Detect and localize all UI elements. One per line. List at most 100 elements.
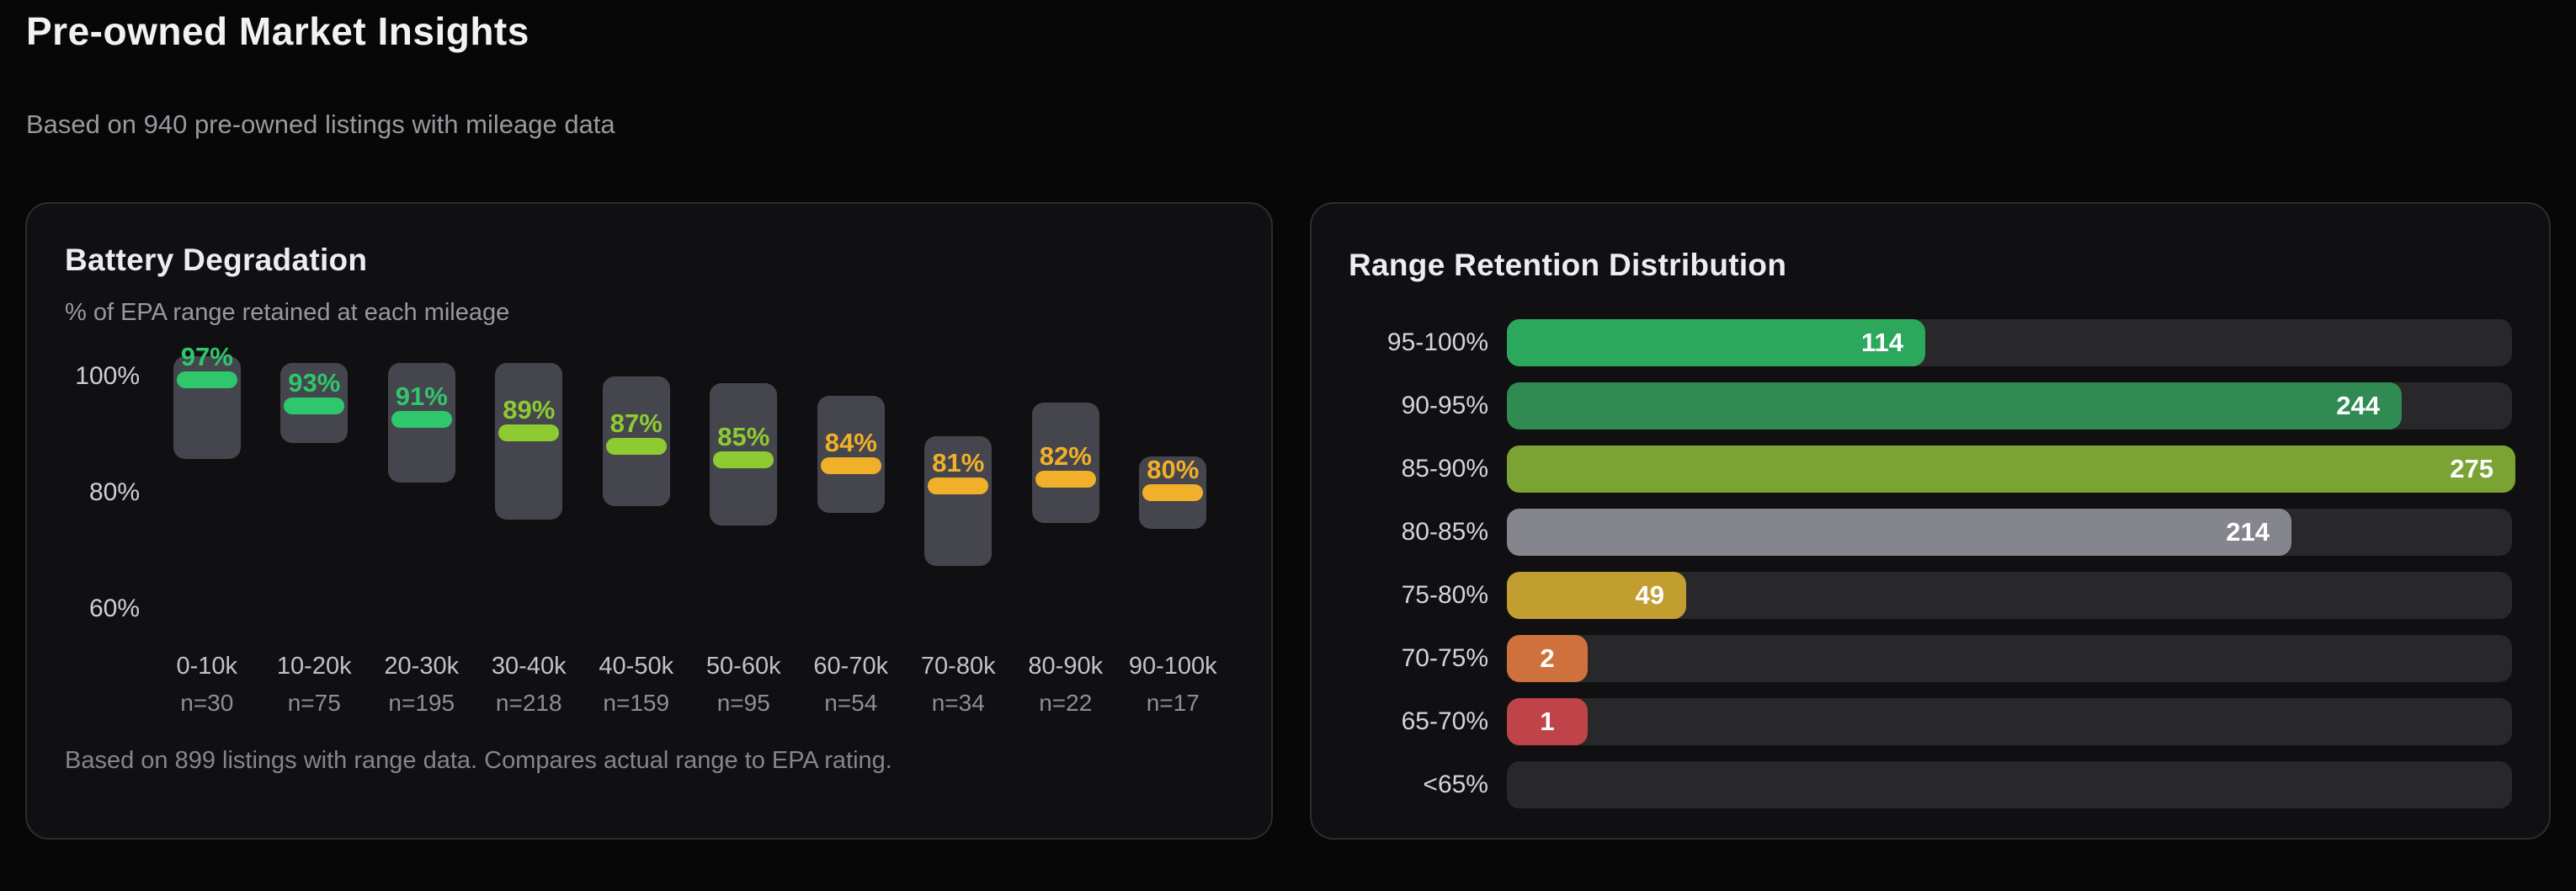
mileage-column: 81% <box>905 330 1013 650</box>
x-axis-label: 90-100k n=17 <box>1120 652 1227 718</box>
median-band[interactable] <box>820 457 881 475</box>
bucket-label: <65% <box>1423 771 1488 798</box>
mileage-column: 85% <box>690 330 798 650</box>
median-label: 89% <box>503 394 556 424</box>
median-label: 85% <box>717 421 770 451</box>
x-axis-label: 0-10k n=30 <box>153 652 261 718</box>
bucket-label: 70-75% <box>1401 644 1488 672</box>
range-retention-panel: Range Retention Distribution 95-100% 114 9… <box>1310 202 2551 840</box>
x-axis-label: 80-90k n=22 <box>1012 652 1120 718</box>
distribution-row: 90-95% 244 <box>1349 382 2512 429</box>
median-band[interactable] <box>713 451 774 468</box>
y-axis-tick: 60% <box>88 595 140 622</box>
x-axis-label: 30-40k n=218 <box>476 652 583 718</box>
distribution-bar[interactable]: 1 <box>1507 698 1588 745</box>
median-band[interactable] <box>176 371 237 388</box>
median-label: 81% <box>932 448 985 478</box>
mileage-column: 84% <box>797 330 905 650</box>
median-band[interactable] <box>605 437 667 455</box>
median-label: 84% <box>824 428 877 458</box>
bucket-label: 85-90% <box>1401 455 1488 483</box>
range-box[interactable] <box>924 435 993 566</box>
y-axis-tick: 80% <box>88 478 140 506</box>
x-axis-label: 40-50k n=159 <box>583 652 690 718</box>
mileage-bucket-label: 10-20k <box>276 653 352 680</box>
sample-size-label: n=195 <box>388 690 455 716</box>
bucket-label: 80-85% <box>1401 518 1488 546</box>
retention-rows: 95-100% 114 90-95% 244 85-90% 275 80-85% 214 75-… <box>1349 319 2515 824</box>
bar-track <box>1507 761 2512 808</box>
bar-value-label: 114 <box>1860 328 1903 357</box>
bucket-label: 75-80% <box>1401 581 1488 609</box>
page-title: Pre-owned Market Insights <box>26 9 530 53</box>
sample-size-label: n=159 <box>603 690 670 716</box>
mileage-column: 80% <box>1120 330 1227 650</box>
median-band[interactable] <box>1142 484 1204 501</box>
battery-panel-subtitle: % of EPA range retained at each mileage <box>65 299 510 326</box>
retention-panel-title: Range Retention Distribution <box>1349 248 1787 282</box>
median-label: 87% <box>609 408 663 438</box>
sample-size-label: n=17 <box>1146 690 1200 716</box>
mileage-bucket-label: 20-30k <box>384 653 460 680</box>
range-box[interactable] <box>817 396 885 513</box>
x-axis-label: 20-30k n=195 <box>368 652 476 718</box>
bar-value-label: 244 <box>2336 391 2380 420</box>
median-label: 97% <box>180 341 233 371</box>
median-label: 82% <box>1039 441 1092 472</box>
distribution-bar[interactable]: 49 <box>1507 572 1686 619</box>
bar-value-label: 214 <box>2226 517 2270 547</box>
bar-track: 275 <box>1507 446 2515 493</box>
median-band[interactable] <box>928 478 989 495</box>
battery-chart-plot-area: 97% 93% 91% 89% 87% 85% 84% 81% 82% 80% <box>153 330 1227 650</box>
distribution-bar[interactable]: 275 <box>1507 446 2515 493</box>
distribution-bar[interactable]: 2 <box>1507 635 1588 682</box>
bar-value-label: 1 <box>1540 707 1555 736</box>
y-axis-tick: 100% <box>75 362 140 390</box>
range-box[interactable] <box>1031 403 1099 523</box>
mileage-bucket-label: 70-80k <box>920 653 996 680</box>
median-label: 93% <box>288 368 341 398</box>
median-band[interactable] <box>284 397 345 415</box>
battery-degradation-panel: Battery Degradation % of EPA range retai… <box>25 202 1273 840</box>
bar-value-label: 2 <box>1540 643 1555 673</box>
battery-panel-title: Battery Degradation <box>65 243 368 277</box>
mileage-bucket-label: 90-100k <box>1128 653 1217 680</box>
x-axis-label: 10-20k n=75 <box>261 652 369 718</box>
distribution-row: 65-70% 1 <box>1349 698 2512 745</box>
bucket-label: 90-95% <box>1401 392 1488 419</box>
sample-size-label: n=54 <box>824 690 878 716</box>
sample-size-label: n=75 <box>287 690 341 716</box>
median-band[interactable] <box>498 424 560 441</box>
bar-track: 1 <box>1507 698 2512 745</box>
mileage-bucket-label: 30-40k <box>491 653 567 680</box>
mileage-bucket-label: 0-10k <box>176 653 238 680</box>
battery-chart-footnote: Based on 899 listings with range data. C… <box>65 747 892 774</box>
bucket-label: 65-70% <box>1401 707 1488 735</box>
battery-chart-x-axis: 0-10k n=30 10-20k n=75 20-30k n=195 30-40k n=21… <box>153 652 1227 718</box>
page-subtitle: Based on 940 pre-owned listings with mil… <box>26 109 615 139</box>
median-band[interactable] <box>1035 471 1096 488</box>
mileage-column: 82% <box>1012 330 1120 650</box>
x-axis-label: 60-70k n=54 <box>797 652 905 718</box>
bar-track: 2 <box>1507 635 2512 682</box>
bar-value-label: 275 <box>2450 454 2494 483</box>
mileage-column: 89% <box>476 330 583 650</box>
distribution-row: <65% <box>1349 761 2512 808</box>
mileage-bucket-label: 50-60k <box>705 653 781 680</box>
mileage-column: 93% <box>261 330 369 650</box>
mileage-column: 91% <box>368 330 476 650</box>
distribution-bar[interactable]: 114 <box>1507 319 1925 366</box>
distribution-bar[interactable]: 214 <box>1507 509 2291 556</box>
bar-track: 244 <box>1507 382 2512 429</box>
mileage-bucket-label: 40-50k <box>599 653 674 680</box>
mileage-bucket-label: 60-70k <box>813 653 889 680</box>
bar-value-label: 49 <box>1635 580 1664 610</box>
mileage-bucket-label: 80-90k <box>1028 653 1104 680</box>
sample-size-label: n=34 <box>931 690 985 716</box>
bar-track: 49 <box>1507 572 2512 619</box>
median-band[interactable] <box>391 411 452 429</box>
distribution-bar[interactable]: 244 <box>1507 382 2402 429</box>
sample-size-label: n=95 <box>716 690 770 716</box>
mileage-column: 87% <box>583 330 690 650</box>
x-axis-label: 70-80k n=34 <box>905 652 1013 718</box>
